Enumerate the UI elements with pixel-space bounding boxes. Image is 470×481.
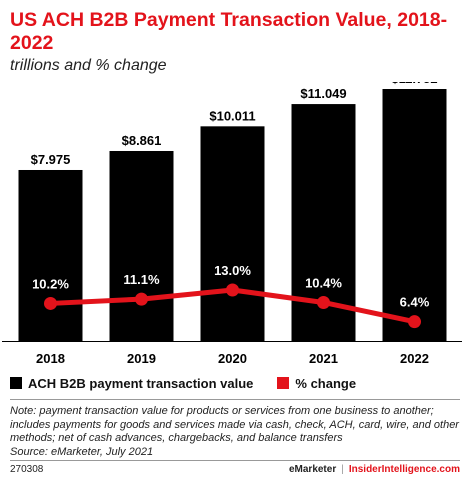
- percent-point-2019: [135, 292, 148, 306]
- chart-title: US ACH B2B Payment Transaction Value, 20…: [10, 9, 448, 54]
- percent-label-2018: 10.2%: [32, 276, 69, 291]
- footer-brand-block: eMarketer | InsiderIntelligence.com: [289, 464, 460, 475]
- brand-site: InsiderIntelligence.com: [348, 464, 460, 475]
- bar-line-chart: $7.975 2018 $8.861 2019 $10.011 2020 $11.049 20…: [2, 82, 462, 366]
- bar-2018: [18, 169, 83, 341]
- percent-point-2020: [226, 283, 239, 297]
- bar-2019: [109, 150, 174, 341]
- legend-item-line: % change: [277, 376, 356, 391]
- bar-2022: [382, 89, 447, 341]
- bar-2020: [200, 126, 265, 341]
- percent-label-2019: 11.1%: [123, 272, 160, 287]
- legend-line-swatch: [277, 377, 290, 389]
- note-source: Source: eMarketer, July 2021: [10, 445, 154, 458]
- x-tick-label-2021: 2021: [309, 351, 338, 366]
- chart-note: Note: payment transaction value for prod…: [10, 405, 465, 459]
- footer: 270308 eMarketer | InsiderIntelligence.com: [10, 464, 460, 475]
- legend-line-label: % change: [295, 375, 357, 391]
- bar-value-label-2019: $8.861: [122, 133, 162, 148]
- x-tick-label-2020: 2020: [218, 351, 247, 366]
- x-tick-label-2019: 2019: [127, 351, 156, 366]
- percent-label-2022: 6.4%: [400, 295, 430, 310]
- chart-subtitle: trillions and % change: [10, 57, 167, 74]
- legend: ACH B2B payment transaction value % chan…: [10, 374, 380, 392]
- bar-value-label-2021: $11.049: [300, 86, 346, 101]
- divider: [10, 399, 460, 400]
- legend-item-bars: ACH B2B payment transaction value: [10, 376, 253, 391]
- footer-divider: [10, 460, 460, 461]
- chart-id: 270308: [10, 464, 44, 475]
- x-tick-label-2018: 2018: [36, 351, 65, 366]
- bar-value-label-2022: $11.752: [391, 82, 437, 86]
- note-line-3: methods; net of cash advances, chargebac…: [10, 432, 343, 444]
- legend-bar-swatch: [10, 377, 22, 389]
- x-tick-label-2022: 2022: [400, 351, 429, 366]
- percent-point-2021: [317, 295, 330, 309]
- percent-label-2020: 13.0%: [214, 263, 251, 278]
- brand-name: eMarketer: [288, 464, 337, 475]
- percent-point-2022: [408, 315, 421, 329]
- percent-point-2018: [44, 296, 57, 310]
- note-line-1: Note: payment transaction value for prod…: [10, 405, 434, 417]
- percent-label-2021: 10.4%: [305, 275, 342, 290]
- footer-separator: |: [341, 464, 344, 475]
- note-line-2: includes payments for goods and services…: [10, 418, 459, 431]
- bar-value-label-2020: $10.011: [209, 108, 255, 123]
- bar-value-label-2018: $7.975: [31, 152, 71, 167]
- legend-bar-label: ACH B2B payment transaction value: [28, 375, 254, 391]
